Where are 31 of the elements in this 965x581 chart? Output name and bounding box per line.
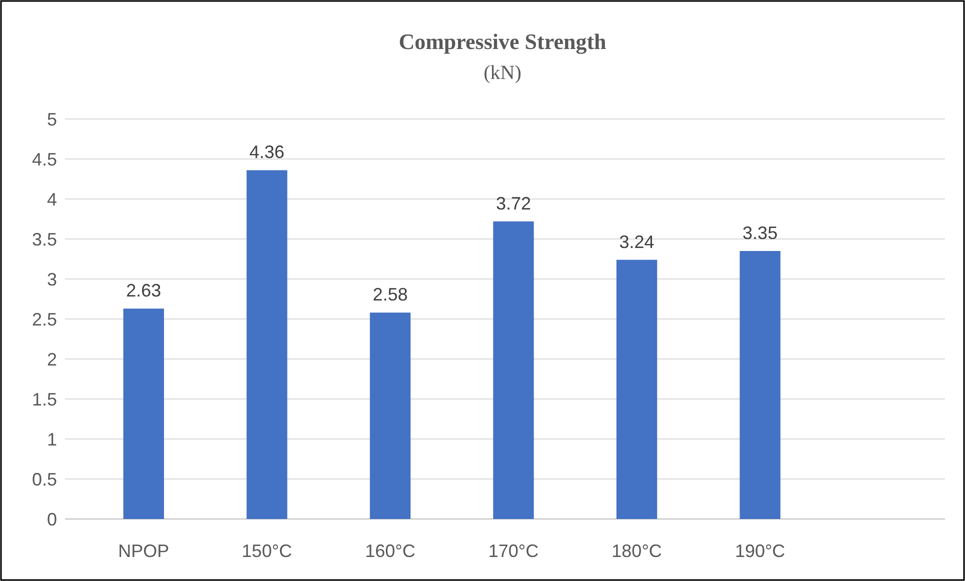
chart-title: Compressive Strength bbox=[398, 29, 606, 54]
bar bbox=[123, 308, 164, 519]
bar bbox=[740, 251, 780, 519]
y-tick-label: 0.5 bbox=[32, 469, 57, 490]
x-tick-label: 190°C bbox=[734, 541, 786, 561]
x-tick-label: 180°C bbox=[612, 541, 662, 561]
y-tick-label: 2.5 bbox=[32, 309, 57, 330]
y-tick-label: 3.5 bbox=[32, 229, 57, 250]
x-tick-label: NPOP bbox=[118, 541, 170, 561]
y-tick-label: 3 bbox=[46, 269, 57, 290]
data-label: 3.35 bbox=[742, 223, 778, 243]
y-tick-label: 5 bbox=[46, 109, 57, 130]
y-tick-label: 4 bbox=[46, 189, 57, 210]
y-tick-label: 1.5 bbox=[32, 389, 57, 410]
y-tick-label: 2 bbox=[46, 349, 57, 370]
y-tick-label: 4.5 bbox=[32, 149, 57, 170]
bar bbox=[616, 260, 658, 519]
bar bbox=[493, 221, 534, 519]
data-label: 4.36 bbox=[249, 142, 284, 162]
x-tick-label: 160°C bbox=[365, 541, 416, 561]
data-label: 2.63 bbox=[126, 280, 162, 301]
data-label: 3.24 bbox=[619, 232, 654, 252]
y-tick-label: 0 bbox=[46, 509, 57, 530]
data-label: 2.58 bbox=[372, 284, 408, 305]
bar bbox=[246, 170, 288, 519]
chart-subtitle: (kN) bbox=[484, 62, 522, 84]
bar bbox=[370, 312, 411, 519]
x-tick-label: 150°C bbox=[242, 541, 292, 561]
y-tick-label: 1 bbox=[46, 429, 57, 450]
data-label: 3.72 bbox=[496, 193, 532, 214]
x-tick-label: 170°C bbox=[488, 541, 539, 561]
